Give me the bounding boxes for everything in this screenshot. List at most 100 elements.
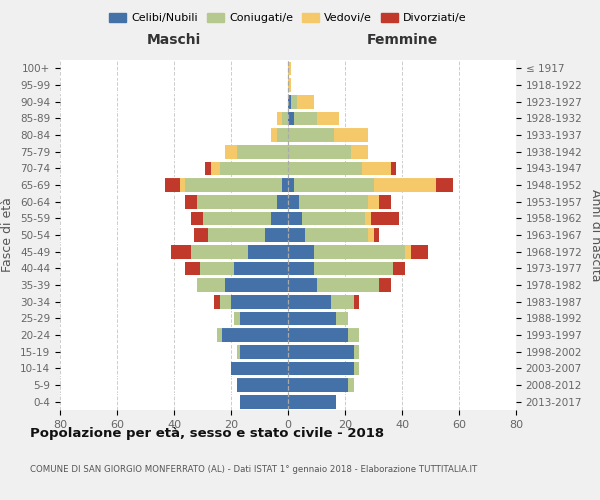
Bar xyxy=(288,145,350,158)
Bar xyxy=(197,278,226,292)
Bar xyxy=(288,162,362,175)
Legend: Celibi/Nubili, Coniugati/e, Vedovi/e, Divorziati/e: Celibi/Nubili, Coniugati/e, Vedovi/e, Di… xyxy=(105,8,471,28)
Text: Maschi: Maschi xyxy=(147,32,201,46)
Bar xyxy=(288,378,348,392)
Bar xyxy=(296,95,314,108)
Bar xyxy=(334,128,368,142)
Bar xyxy=(314,245,405,258)
Bar xyxy=(239,345,288,358)
Bar xyxy=(288,78,291,92)
Bar xyxy=(291,95,296,108)
Bar xyxy=(171,245,191,258)
Bar xyxy=(348,328,359,342)
Bar xyxy=(317,278,379,292)
Bar xyxy=(288,395,337,408)
Bar xyxy=(220,295,231,308)
Bar xyxy=(277,128,288,142)
Bar xyxy=(337,312,348,325)
Bar xyxy=(294,112,317,125)
Bar xyxy=(271,212,288,225)
Y-axis label: Anni di nascita: Anni di nascita xyxy=(589,188,600,281)
Bar xyxy=(220,162,288,175)
Bar xyxy=(248,245,288,258)
Bar xyxy=(265,228,288,242)
Bar xyxy=(223,328,288,342)
Bar xyxy=(288,262,314,275)
Bar xyxy=(288,95,291,108)
Bar xyxy=(234,262,288,275)
Bar xyxy=(231,295,288,308)
Bar xyxy=(288,362,353,375)
Bar xyxy=(331,295,353,308)
Bar xyxy=(317,112,340,125)
Bar xyxy=(197,195,277,208)
Bar xyxy=(299,195,368,208)
Text: Femmine: Femmine xyxy=(367,32,437,46)
Bar xyxy=(234,312,239,325)
Bar xyxy=(350,145,368,158)
Bar xyxy=(288,328,348,342)
Bar xyxy=(236,145,288,158)
Bar xyxy=(277,195,288,208)
Bar xyxy=(368,228,373,242)
Bar xyxy=(410,245,428,258)
Bar xyxy=(288,178,294,192)
Y-axis label: Fasce di età: Fasce di età xyxy=(1,198,14,272)
Bar xyxy=(191,212,203,225)
Bar xyxy=(191,245,248,258)
Bar xyxy=(205,162,211,175)
Bar xyxy=(305,228,368,242)
Bar xyxy=(288,62,291,75)
Bar xyxy=(394,262,405,275)
Bar xyxy=(362,162,391,175)
Bar xyxy=(214,295,220,308)
Bar xyxy=(185,195,197,208)
Bar xyxy=(236,378,288,392)
Bar xyxy=(353,362,359,375)
Bar xyxy=(239,395,288,408)
Bar xyxy=(185,178,283,192)
Bar xyxy=(288,312,337,325)
Bar xyxy=(283,112,288,125)
Bar xyxy=(200,262,234,275)
Bar xyxy=(288,228,305,242)
Bar xyxy=(373,178,436,192)
Bar xyxy=(283,178,288,192)
Bar xyxy=(405,245,410,258)
Bar xyxy=(368,195,379,208)
Bar xyxy=(302,212,365,225)
Bar xyxy=(288,278,317,292)
Bar xyxy=(211,162,220,175)
Bar xyxy=(288,128,334,142)
Bar xyxy=(217,328,223,342)
Bar xyxy=(391,162,397,175)
Bar xyxy=(353,345,359,358)
Bar xyxy=(271,128,277,142)
Bar xyxy=(288,295,331,308)
Bar xyxy=(185,262,200,275)
Bar xyxy=(288,245,314,258)
Text: COMUNE DI SAN GIORGIO MONFERRATO (AL) - Dati ISTAT 1° gennaio 2018 - Elaborazion: COMUNE DI SAN GIORGIO MONFERRATO (AL) - … xyxy=(30,465,477,474)
Bar xyxy=(288,112,294,125)
Bar xyxy=(365,212,371,225)
Bar xyxy=(353,295,359,308)
Bar xyxy=(288,195,299,208)
Bar xyxy=(436,178,454,192)
Bar xyxy=(371,212,399,225)
Bar xyxy=(379,195,391,208)
Bar xyxy=(239,312,288,325)
Bar xyxy=(194,228,208,242)
Bar xyxy=(226,278,288,292)
Bar xyxy=(373,228,379,242)
Bar xyxy=(180,178,185,192)
Bar xyxy=(237,345,239,358)
Bar xyxy=(348,378,353,392)
Bar xyxy=(288,212,302,225)
Bar xyxy=(379,278,391,292)
Bar xyxy=(277,112,283,125)
Bar xyxy=(166,178,180,192)
Bar xyxy=(294,178,373,192)
Bar xyxy=(208,228,265,242)
Bar xyxy=(226,145,236,158)
Text: Popolazione per età, sesso e stato civile - 2018: Popolazione per età, sesso e stato civil… xyxy=(30,428,384,440)
